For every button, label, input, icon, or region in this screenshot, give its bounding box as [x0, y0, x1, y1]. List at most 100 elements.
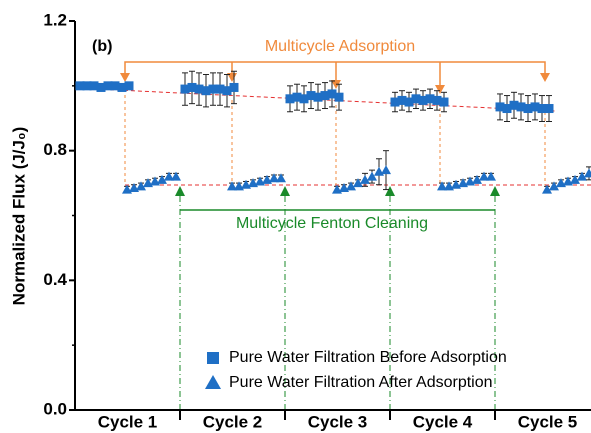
- point: [542, 184, 552, 194]
- point: [122, 184, 132, 194]
- point: [208, 84, 218, 94]
- point: [241, 179, 251, 189]
- point: [425, 94, 435, 104]
- y-tick-label: 0.0: [43, 399, 67, 418]
- point: [75, 81, 85, 91]
- panel-label: (b): [92, 38, 112, 55]
- point: [306, 91, 316, 101]
- point: [390, 97, 400, 107]
- x-tick-label: Cycle 3: [308, 412, 368, 431]
- point: [194, 84, 204, 94]
- point: [458, 178, 468, 188]
- point: [215, 84, 225, 94]
- decorations: [74, 61, 591, 410]
- point: [334, 92, 344, 102]
- point: [439, 97, 449, 107]
- point: [269, 173, 279, 183]
- point: [584, 168, 591, 178]
- y-tick-label: 1.2: [43, 10, 67, 29]
- point: [143, 178, 153, 188]
- x-tick-label: Cycle 2: [203, 412, 263, 431]
- point: [262, 174, 272, 184]
- point: [110, 81, 120, 91]
- point: [472, 174, 482, 184]
- point: [432, 95, 442, 105]
- point: [437, 181, 447, 191]
- point: [96, 82, 106, 92]
- point: [285, 94, 295, 104]
- point: [117, 82, 127, 92]
- point: [360, 174, 370, 184]
- point: [570, 174, 580, 184]
- point: [418, 95, 428, 105]
- point: [276, 173, 286, 183]
- legend-marker: [207, 352, 219, 364]
- point: [339, 182, 349, 192]
- guides: [124, 95, 546, 185]
- point: [201, 86, 211, 96]
- point: [397, 95, 407, 105]
- point: [222, 86, 232, 96]
- point: [367, 171, 377, 181]
- point: [248, 178, 258, 188]
- point: [180, 84, 190, 94]
- point: [129, 182, 139, 192]
- point: [89, 81, 99, 91]
- point: [227, 181, 237, 191]
- point: [465, 176, 475, 186]
- legend-marker: [205, 375, 221, 389]
- point: [404, 97, 414, 107]
- point: [549, 181, 559, 191]
- point: [255, 176, 265, 186]
- annotation: Multicycle Fenton Cleaning: [236, 215, 428, 232]
- x-tick-label: Cycle 5: [518, 412, 578, 431]
- point: [544, 104, 554, 114]
- point: [486, 171, 496, 181]
- bracket: [124, 61, 546, 73]
- legend-label: Pure Water Filtration After Adsorption: [229, 374, 493, 391]
- point: [479, 171, 489, 181]
- point: [150, 176, 160, 186]
- legend-label: Pure Water Filtration Before Adsorption: [229, 349, 507, 366]
- point: [82, 81, 92, 91]
- point: [444, 181, 454, 191]
- point: [381, 165, 391, 175]
- point: [353, 178, 363, 188]
- point: [530, 102, 540, 112]
- point: [502, 104, 512, 114]
- point: [187, 82, 197, 92]
- point: [346, 181, 356, 191]
- point: [157, 174, 167, 184]
- point: [509, 100, 519, 110]
- point: [164, 171, 174, 181]
- point: [577, 171, 587, 181]
- arrow: [120, 73, 550, 94]
- y-tick-label: 0.8: [43, 140, 67, 159]
- guides: [179, 195, 496, 410]
- point: [556, 178, 566, 188]
- point: [292, 92, 302, 102]
- point: [516, 102, 526, 112]
- point: [411, 94, 421, 104]
- point: [332, 184, 342, 194]
- point: [563, 176, 573, 186]
- y-axis-label: Normalized Flux (J/J₀): [9, 127, 28, 306]
- point: [320, 91, 330, 101]
- y-tick-label: 0.4: [43, 270, 67, 289]
- x-tick-label: Cycle 4: [413, 412, 473, 431]
- point: [451, 179, 461, 189]
- point: [374, 166, 384, 176]
- point: [537, 104, 547, 114]
- point: [299, 94, 309, 104]
- annotation: Multicycle Adsorption: [265, 38, 415, 55]
- point: [124, 81, 134, 91]
- point: [234, 181, 244, 191]
- point: [523, 104, 533, 114]
- point: [103, 81, 113, 91]
- point: [171, 171, 181, 181]
- point: [229, 82, 239, 92]
- point: [327, 89, 337, 99]
- point: [495, 102, 505, 112]
- point: [136, 181, 146, 191]
